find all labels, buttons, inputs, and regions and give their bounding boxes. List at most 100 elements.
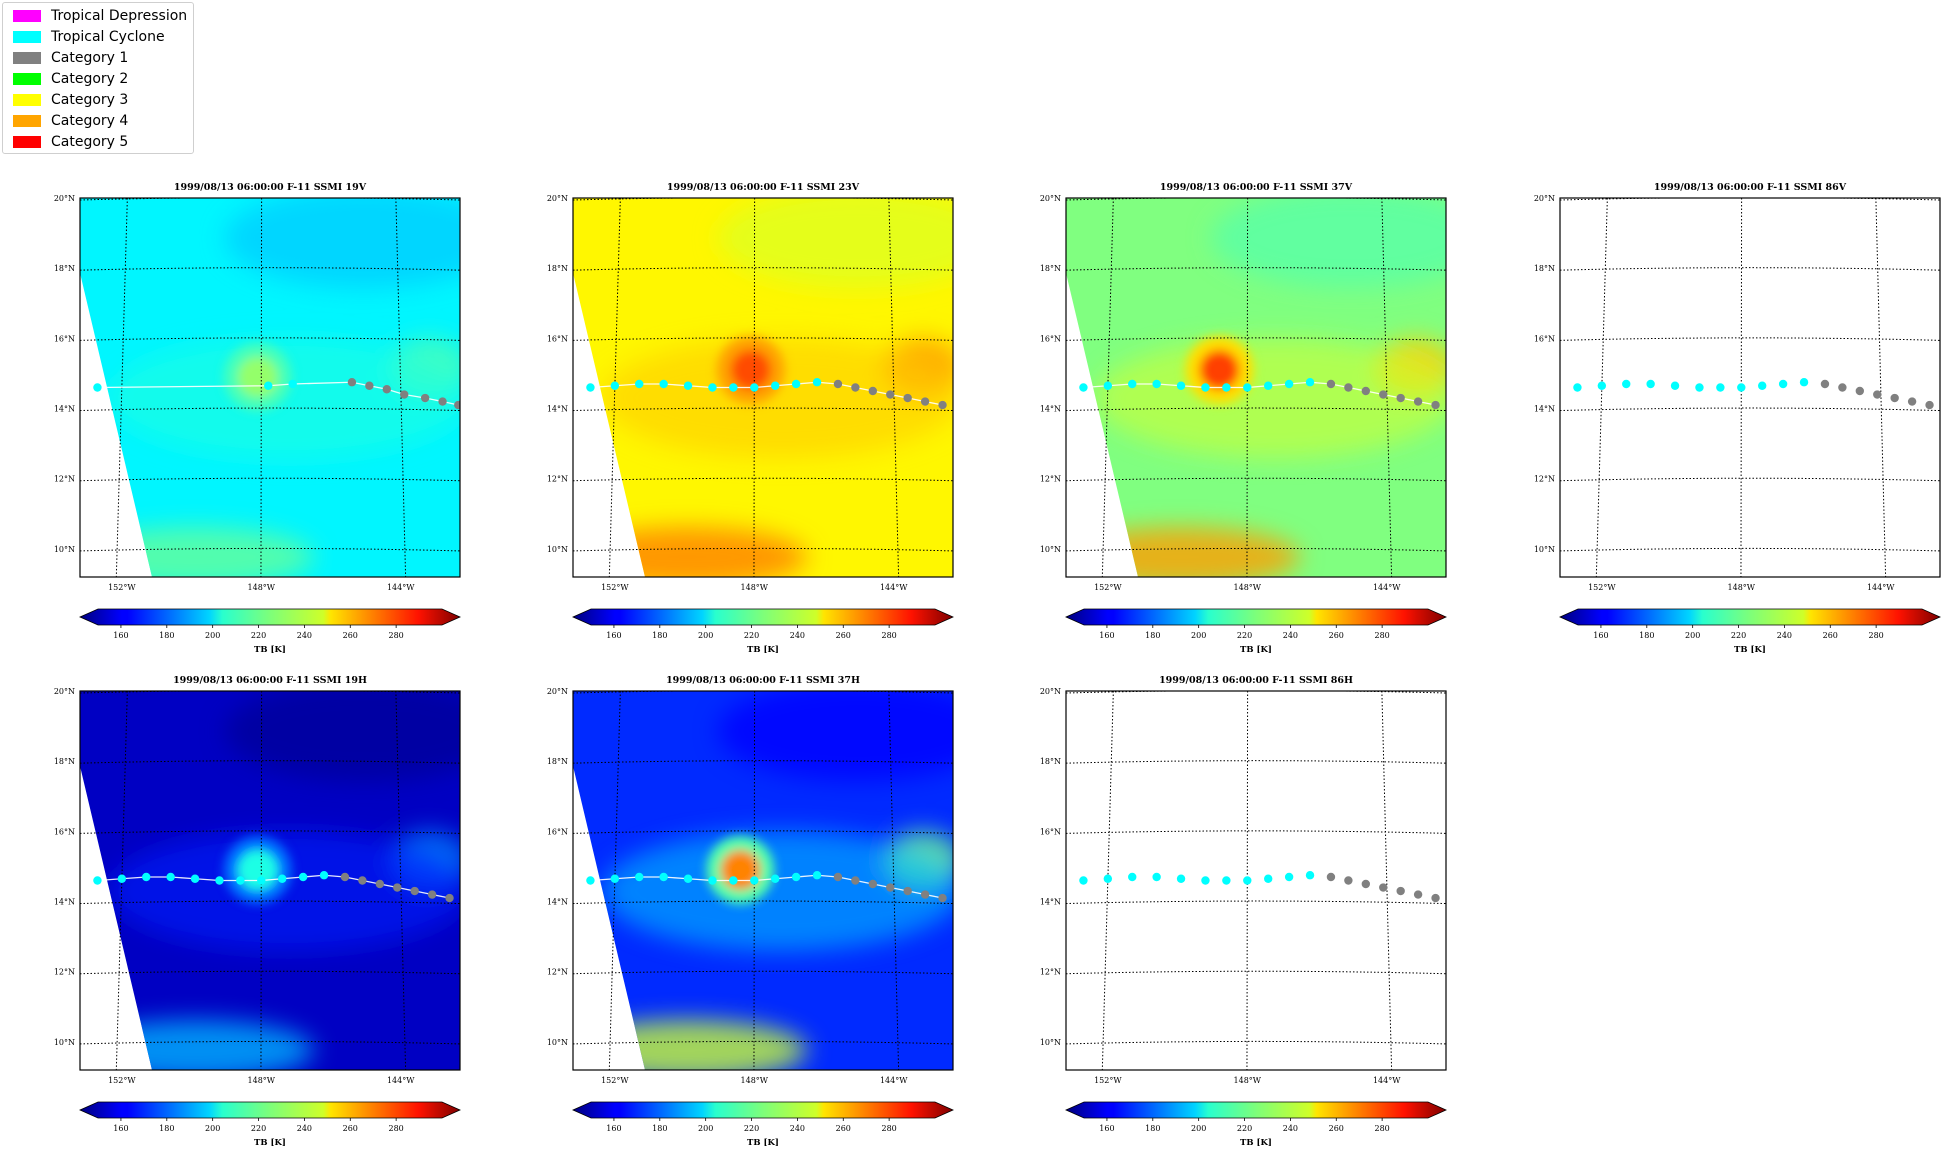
- panel-37v: 1999/08/13 06:00:00 F-11 SSMI 37V 20°N 18°…: [1040, 182, 1447, 655]
- panel-title: 1999/08/13 06:00:00 F-11 SSMI 37V: [1160, 182, 1353, 193]
- track-point: [1778, 379, 1788, 389]
- track-point: [938, 893, 947, 903]
- longitude-line: [395, 691, 407, 1070]
- field-blob: [573, 527, 807, 577]
- latitude-line: [80, 198, 460, 201]
- lat-tick-label: 16°N: [1534, 334, 1555, 343]
- lon-tick-label: 144°W: [1867, 583, 1895, 592]
- lat-tick-label: 20°N: [54, 687, 75, 696]
- track-point: [886, 390, 895, 399]
- track-point: [586, 383, 595, 392]
- track-point: [1622, 379, 1631, 389]
- track-point: [1431, 400, 1440, 410]
- lat-tick-label: 20°N: [1534, 194, 1555, 203]
- latitude-line: [573, 760, 953, 764]
- colorbar-tick-label: 220: [1731, 631, 1746, 640]
- colorbar-label: TB [K]: [1240, 1138, 1272, 1148]
- panel-23v: 1999/08/13 06:00:00 F-11 SSMI 23V 20°N 18°…: [547, 182, 954, 655]
- colorbar-strip: [1065, 1101, 1447, 1119]
- storm-core: [706, 835, 775, 904]
- category-legend: Tropical Depression Tropical Cyclone Cat…: [2, 2, 194, 154]
- lat-tick-label: 18°N: [1534, 264, 1555, 273]
- lat-tick-label: 12°N: [547, 968, 568, 977]
- track-point: [1890, 393, 1899, 403]
- track-point: [1344, 383, 1353, 392]
- track-point: [1413, 397, 1423, 406]
- colorbar-tick-label: 240: [1777, 631, 1792, 640]
- plot-area: [1066, 198, 1446, 577]
- latitude-line: [573, 198, 953, 201]
- legend-entry-tropical-depression: Tropical Depression: [13, 5, 187, 26]
- lat-tick-label: 14°N: [547, 898, 568, 907]
- lon-tick-label: 152°W: [108, 1076, 136, 1085]
- latitude-line: [80, 691, 460, 694]
- colorbar-tick-label: 240: [1283, 631, 1298, 640]
- legend-entry-category-4: Category 4: [13, 110, 128, 131]
- colorbar: 160 180 200 220 240 260 280 TB [K]: [79, 608, 461, 655]
- lat-tick-label: 16°N: [1040, 334, 1061, 343]
- swath: [573, 198, 953, 577]
- track-point: [1176, 874, 1186, 883]
- lat-tick-label: 16°N: [547, 334, 568, 343]
- track-point: [1152, 379, 1161, 389]
- latitude-line: [573, 477, 953, 482]
- track-point: [851, 383, 860, 392]
- longitude-line: [888, 691, 900, 1070]
- panel-title: 1999/08/13 06:00:00 F-11 SSMI 19V: [174, 182, 367, 193]
- lat-tick-label: 18°N: [54, 264, 75, 273]
- tb-field: [573, 198, 953, 577]
- lat-tick-label: 16°N: [547, 827, 568, 836]
- field-blob: [80, 527, 314, 577]
- field-texture: [80, 691, 460, 1070]
- colorbar-strip: [572, 1101, 954, 1119]
- legend-label: Tropical Cyclone: [51, 28, 165, 45]
- colorbar-tick-label: 280: [881, 631, 896, 640]
- latitude-line: [80, 760, 460, 764]
- track-point: [1079, 383, 1088, 392]
- latitude-line: [1066, 970, 1446, 975]
- track-point: [1925, 400, 1934, 410]
- legend-label: Category 4: [51, 112, 129, 129]
- latitude-line: [80, 407, 460, 412]
- track-point: [791, 872, 801, 882]
- legend-label: Category 2: [51, 70, 129, 87]
- track-point: [635, 872, 644, 882]
- track-point: [1396, 886, 1405, 896]
- track-point: [1079, 876, 1088, 885]
- field-texture: [573, 691, 953, 1070]
- track-point: [903, 393, 912, 403]
- track-point: [1799, 378, 1809, 387]
- lat-tick-label: 12°N: [1040, 968, 1061, 977]
- latitude-line: [573, 1040, 953, 1045]
- panel-title: 1999/08/13 06:00:00 F-11 SSMI 37H: [666, 675, 860, 686]
- track-point: [610, 874, 620, 883]
- legend-swatch: [13, 30, 41, 43]
- track-point: [1152, 872, 1161, 882]
- latitude-line: [80, 1040, 460, 1045]
- colorbar-tick-label: 180: [652, 1124, 667, 1133]
- field-blob: [718, 691, 953, 781]
- lat-tick-label: 14°N: [54, 405, 75, 414]
- track-point: [1103, 874, 1113, 883]
- lat-tick-label: 12°N: [1534, 475, 1555, 484]
- latitude-line: [80, 900, 460, 905]
- track-point: [382, 385, 391, 394]
- lon-tick-label: 152°W: [601, 583, 629, 592]
- core-inner: [237, 849, 278, 890]
- track-point: [358, 876, 367, 885]
- legend-label: Category 3: [51, 91, 129, 108]
- latitude-line: [80, 337, 460, 341]
- panel-title: 1999/08/13 06:00:00 F-11 SSMI 23V: [667, 182, 860, 193]
- legend-swatch: [13, 93, 41, 106]
- lon-tick-label: 148°W: [1234, 1076, 1262, 1085]
- colorbar-tick-label: 220: [744, 1124, 759, 1133]
- track-point: [427, 890, 437, 899]
- track-point: [454, 400, 460, 410]
- track-point: [812, 378, 822, 387]
- track-point: [340, 872, 350, 882]
- storm-core: [223, 835, 292, 904]
- plot-frame: [1065, 690, 1447, 1071]
- colorbar-tick-label: 260: [836, 631, 851, 640]
- lat-tick-label: 14°N: [1040, 898, 1061, 907]
